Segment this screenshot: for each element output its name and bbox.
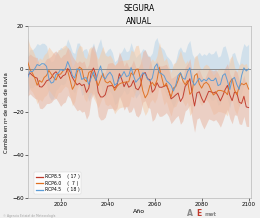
Y-axis label: Cambio en nº de días de lluvia: Cambio en nº de días de lluvia [4, 72, 9, 153]
X-axis label: Año: Año [133, 209, 145, 214]
Text: © Agencia Estatal de Meteorología: © Agencia Estatal de Meteorología [3, 214, 55, 218]
Title: SEGURA
ANUAL: SEGURA ANUAL [124, 4, 155, 26]
Text: E: E [196, 209, 202, 218]
Text: A: A [187, 209, 193, 218]
Text: met: met [204, 212, 216, 217]
Legend: RCP8.5    ( 17 ), RCP6.0    (  7 ), RCP4.5    ( 18 ): RCP8.5 ( 17 ), RCP6.0 ( 7 ), RCP4.5 ( 18… [35, 172, 81, 194]
